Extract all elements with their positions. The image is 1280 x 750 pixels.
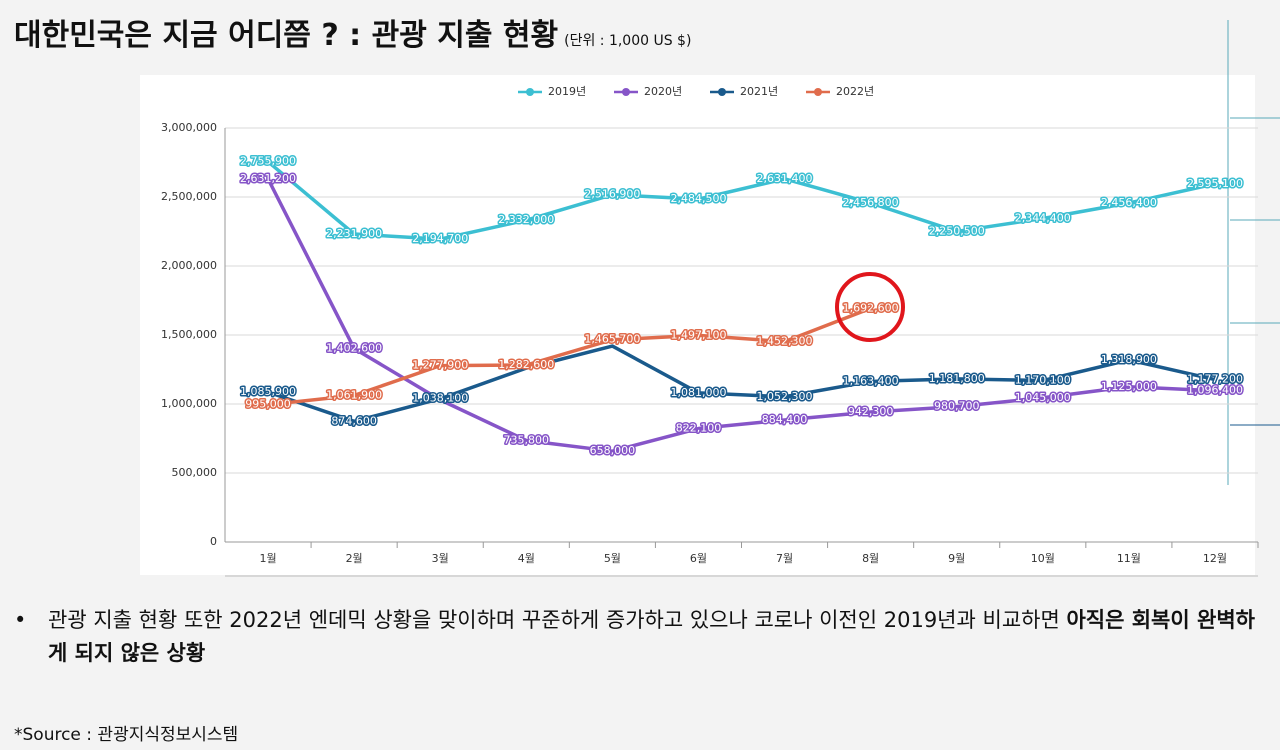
data-label: 2,231,900 — [326, 227, 382, 240]
data-label: 1,692,600 — [843, 301, 899, 314]
data-label: 658,000 — [590, 444, 636, 457]
y-tick-label: 1,000,000 — [161, 397, 217, 410]
legend-marker — [718, 88, 726, 96]
data-label: 2,456,400 — [1101, 196, 1157, 209]
series-line — [266, 160, 1216, 241]
data-label: 1,085,900 — [240, 385, 296, 398]
data-label: 1,038,100 — [412, 392, 468, 405]
data-label: 1,045,000 — [1015, 391, 1071, 404]
series-line — [267, 306, 872, 407]
bullet-dot: • — [14, 608, 27, 632]
legend-label: 2019년 — [548, 85, 586, 98]
data-label: 2,516,900 — [584, 188, 640, 201]
data-label: 2,344,400 — [1015, 211, 1071, 224]
data-label: 2,250,500 — [929, 224, 985, 237]
y-tick-label: 3,000,000 — [161, 121, 217, 134]
data-label: 1,465,700 — [584, 333, 640, 346]
legend-marker — [622, 88, 630, 96]
data-label: 1,402,600 — [326, 341, 382, 354]
data-label: 822,100 — [676, 422, 722, 435]
x-tick-label: 5월 — [604, 552, 621, 565]
legend-marker — [526, 88, 534, 96]
data-label: 1,497,100 — [670, 328, 726, 341]
data-label: 1,318,900 — [1101, 353, 1157, 366]
legend-label: 2021년 — [740, 85, 778, 98]
data-label: 1,052,300 — [757, 390, 813, 403]
x-tick-label: 7월 — [776, 552, 793, 565]
legend-label: 2022년 — [836, 85, 874, 98]
x-tick-label: 1월 — [259, 552, 276, 565]
y-tick-label: 0 — [210, 535, 217, 548]
x-tick-label: 8월 — [862, 552, 879, 565]
x-tick-label: 9월 — [948, 552, 965, 565]
data-label: 995,000 — [245, 398, 291, 411]
data-label: 2,755,900 — [240, 155, 296, 168]
data-label: 1,125,000 — [1101, 380, 1157, 393]
x-tick-label: 6월 — [690, 552, 707, 565]
y-tick-label: 2,000,000 — [161, 259, 217, 272]
data-label: 2,332,000 — [498, 213, 554, 226]
data-label: 884,400 — [762, 413, 808, 426]
data-label: 2,456,800 — [843, 196, 899, 209]
data-label: 1,081,000 — [670, 386, 726, 399]
x-tick-label: 3월 — [432, 552, 449, 565]
data-label: 1,177,200 — [1187, 373, 1243, 386]
x-tick-label: 12월 — [1203, 552, 1227, 565]
source: *Source : 관광지식정보시스템 — [14, 725, 239, 745]
data-label: 942,300 — [848, 405, 894, 418]
y-tick-label: 2,500,000 — [161, 190, 217, 203]
chart-background — [140, 75, 1255, 575]
data-label: 2,194,700 — [412, 232, 468, 245]
data-label: 2,595,100 — [1187, 177, 1243, 190]
data-label: 2,484,500 — [670, 192, 726, 205]
title-text: 대한민국은 지금 어디쯤 ? : 관광 지출 현황 — [14, 18, 559, 53]
x-tick-label: 4월 — [518, 552, 535, 565]
data-label: 874,600 — [331, 414, 377, 427]
data-label: 1,061,900 — [326, 388, 382, 401]
legend-label: 2020년 — [644, 85, 682, 98]
bullet: • 관광 지출 현황 또한 2022년 엔데믹 상황을 맞이하며 꾸준하게 증가하… — [14, 604, 1270, 670]
data-label: 1,170,100 — [1015, 374, 1071, 387]
data-label: 1,282,600 — [498, 358, 554, 371]
x-tick-label: 11월 — [1117, 552, 1141, 565]
data-label: 735,800 — [504, 433, 550, 446]
legend-marker — [814, 88, 822, 96]
highlight-circle — [835, 272, 905, 342]
data-label: 980,700 — [934, 400, 980, 413]
x-tick-label: 10월 — [1031, 552, 1055, 565]
bullet-plain: 관광 지출 현황 또한 2022년 엔데믹 상황을 맞이하며 꾸준하게 증가하고… — [48, 608, 1067, 632]
data-label: 1,181,800 — [929, 372, 985, 385]
data-label: 1,096,400 — [1187, 384, 1243, 397]
series-line — [267, 344, 1216, 424]
bullet-bold: 아직은 회복이 완벽하게 되지 않은 상황 — [48, 608, 1255, 665]
y-tick-label: 500,000 — [172, 466, 218, 479]
data-label: 1,163,400 — [843, 374, 899, 387]
y-tick-label: 1,500,000 — [161, 328, 217, 341]
data-label: 1,277,900 — [412, 359, 468, 372]
x-tick-label: 2월 — [346, 552, 363, 565]
slide-title: 대한민국은 지금 어디쯤 ? : 관광 지출 현황 (단위 : 1,000 US … — [14, 10, 691, 54]
unit-note: (단위 : 1,000 US $) — [564, 33, 692, 49]
data-label: 2,631,200 — [240, 172, 296, 185]
bullet-text: 관광 지출 현황 또한 2022년 엔데믹 상황을 맞이하며 꾸준하게 증가하고… — [48, 604, 1270, 670]
series-line — [266, 178, 1216, 453]
data-label: 2,631,400 — [757, 172, 813, 185]
data-label: 1,452,300 — [757, 335, 813, 348]
